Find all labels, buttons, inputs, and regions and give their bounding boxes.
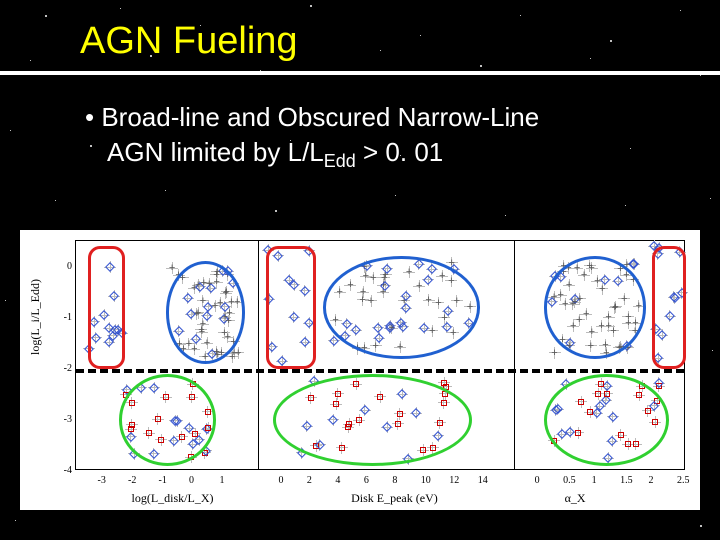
slide-title: AGN Fueling	[70, 20, 680, 63]
x-axis-label: Disk E_peak (eV)	[351, 491, 438, 506]
bullet-point: • Broad-line and Obscured Narrow-Line AG…	[70, 100, 680, 174]
scatter-chart: log(L_i/L_Edd) +++++++++++++++++++++++++…	[20, 230, 700, 510]
title-underline	[0, 71, 720, 75]
x-axis-label: log(L_disk/L_X)	[132, 491, 214, 506]
y-axis-label: log(L_i/L_Edd)	[28, 279, 43, 355]
x-axis-label: α_X	[565, 491, 586, 506]
